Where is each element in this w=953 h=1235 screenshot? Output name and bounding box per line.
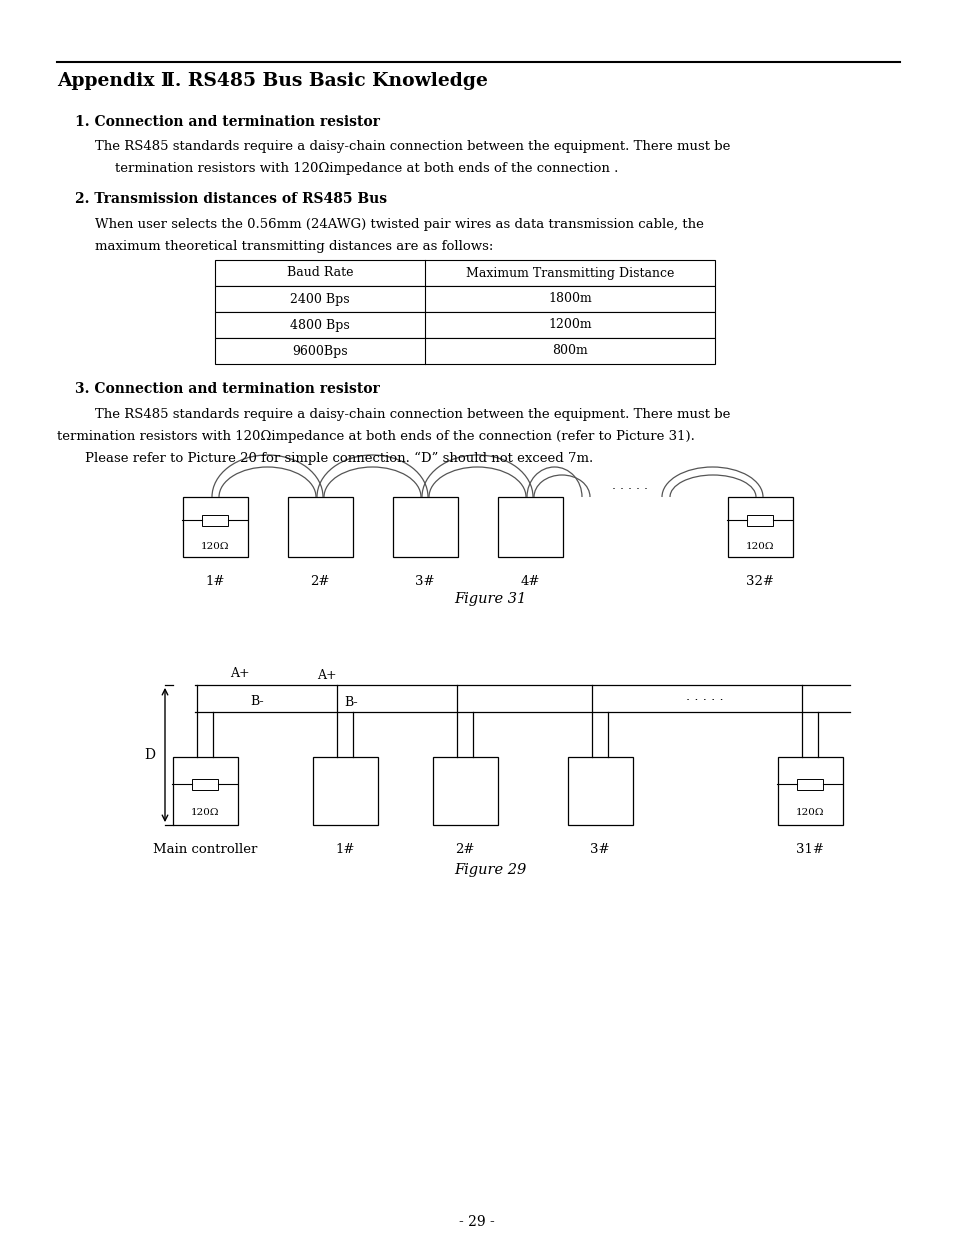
Text: 2#: 2# — [455, 844, 475, 856]
Text: termination resistors with 120Ωimpedance at both ends of the connection (refer t: termination resistors with 120Ωimpedance… — [57, 430, 694, 443]
Text: A+: A+ — [316, 669, 336, 682]
Bar — [172, 757, 237, 825]
Text: 2#: 2# — [310, 576, 330, 588]
Bar — [796, 778, 822, 789]
Text: 1800m: 1800m — [548, 293, 591, 305]
Text: When user selects the 0.56mm (24AWG) twisted pair wires as data transmission cab: When user selects the 0.56mm (24AWG) twi… — [95, 219, 703, 231]
Text: 1#: 1# — [335, 844, 355, 856]
Bar — [497, 496, 562, 557]
Bar — [746, 515, 772, 526]
Text: 120Ω: 120Ω — [745, 542, 774, 551]
Text: The RS485 standards require a daisy-chain connection between the equipment. Ther: The RS485 standards require a daisy-chai… — [95, 408, 730, 421]
Text: Please refer to Picture 20 for simple connection. “D” should not exceed 7m.: Please refer to Picture 20 for simple co… — [85, 452, 593, 466]
Text: The RS485 standards require a daisy-chain connection between the equipment. Ther: The RS485 standards require a daisy-chai… — [95, 140, 730, 153]
Bar — [778, 757, 842, 825]
Bar — [567, 757, 633, 825]
Bar — [183, 496, 248, 557]
Text: 4#: 4# — [519, 576, 539, 588]
Bar — [214, 287, 714, 312]
Text: 2. Transmission distances of RS485 Bus: 2. Transmission distances of RS485 Bus — [75, 191, 387, 206]
Text: Appendix Ⅱ. RS485 Bus Basic Knowledge: Appendix Ⅱ. RS485 Bus Basic Knowledge — [57, 72, 487, 90]
Bar — [214, 312, 714, 338]
Text: 120Ω: 120Ω — [200, 542, 229, 551]
Text: 800m: 800m — [552, 345, 587, 357]
Bar — [214, 338, 714, 364]
Bar — [433, 757, 497, 825]
Text: . . . . .: . . . . . — [612, 479, 647, 492]
Text: B-: B- — [250, 695, 263, 708]
Bar — [313, 757, 377, 825]
Text: Maximum Transmitting Distance: Maximum Transmitting Distance — [465, 267, 674, 279]
Text: Baud Rate: Baud Rate — [287, 267, 353, 279]
Bar — [214, 261, 714, 287]
Text: 1#: 1# — [205, 576, 225, 588]
Text: B-: B- — [344, 697, 357, 709]
Text: Figure 29: Figure 29 — [454, 863, 525, 877]
Text: 4800 Bps: 4800 Bps — [290, 319, 350, 331]
Text: Figure 31: Figure 31 — [454, 592, 525, 606]
Bar — [393, 496, 457, 557]
Text: Main controller: Main controller — [152, 844, 257, 856]
Text: - 29 -: - 29 - — [458, 1215, 495, 1229]
Bar — [202, 515, 228, 526]
Text: 32#: 32# — [745, 576, 773, 588]
Bar — [727, 496, 792, 557]
Text: 3. Connection and termination resistor: 3. Connection and termination resistor — [75, 382, 379, 396]
Text: 120Ω: 120Ω — [795, 808, 823, 818]
Text: 9600Bps: 9600Bps — [292, 345, 348, 357]
Text: A+: A+ — [230, 667, 250, 680]
Text: 3#: 3# — [415, 576, 435, 588]
Text: . . . . .: . . . . . — [685, 689, 723, 703]
Bar — [192, 778, 218, 789]
Text: D: D — [144, 748, 154, 762]
Text: 2400 Bps: 2400 Bps — [290, 293, 350, 305]
Text: 1200m: 1200m — [548, 319, 591, 331]
Text: termination resistors with 120Ωimpedance at both ends of the connection .: termination resistors with 120Ωimpedance… — [115, 162, 618, 175]
Text: maximum theoretical transmitting distances are as follows:: maximum theoretical transmitting distanc… — [95, 240, 493, 253]
Text: 31#: 31# — [795, 844, 823, 856]
Text: 1. Connection and termination resistor: 1. Connection and termination resistor — [75, 115, 379, 128]
Text: 3#: 3# — [590, 844, 609, 856]
Text: 120Ω: 120Ω — [191, 808, 219, 818]
Bar — [288, 496, 353, 557]
